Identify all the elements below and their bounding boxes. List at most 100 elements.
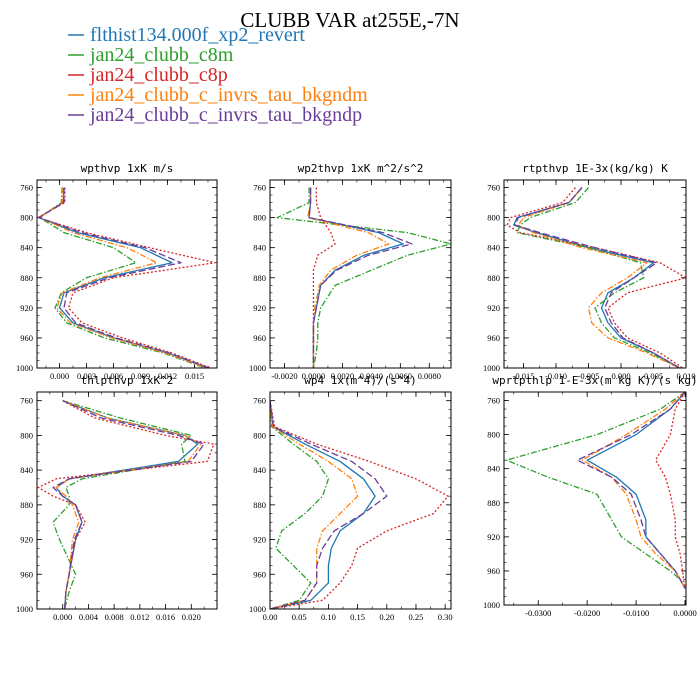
series-line-2 — [505, 392, 686, 589]
y-tick-label: 1000 — [249, 604, 266, 614]
series-line-5 — [514, 187, 680, 368]
y-tick-label: 840 — [487, 464, 500, 474]
series-line-3 — [312, 187, 336, 368]
x-tick-label: 0.30 — [438, 612, 453, 622]
chart-panel-5: wp4 1x(m^4)/(s^4)76080084088092096010000… — [249, 374, 453, 622]
x-tick-label: 0.0080 — [418, 371, 441, 381]
x-tick-label: 0.010 — [676, 371, 695, 381]
x-tick-label: 0.004 — [79, 612, 99, 622]
plot-frame — [503, 391, 687, 606]
x-tick-label: 0.012 — [130, 612, 149, 622]
y-tick-label: 920 — [253, 535, 266, 545]
y-tick-label: 840 — [487, 243, 500, 253]
series-line-3 — [37, 400, 215, 609]
series-line-4 — [517, 187, 680, 368]
series-line-5 — [38, 187, 210, 368]
y-tick-label: 840 — [20, 243, 33, 253]
y-tick-label: 880 — [20, 500, 33, 510]
y-tick-label: 880 — [487, 273, 500, 283]
series-line-1 — [586, 392, 686, 589]
plot-frame — [503, 179, 687, 369]
x-tick-label: 0.020 — [182, 612, 201, 622]
legend: flthist134.000f_xp2_revertjan24_clubb_c8… — [68, 24, 368, 126]
series-line-2 — [516, 187, 680, 368]
series-group — [270, 400, 449, 609]
y-tick-label: 800 — [253, 430, 266, 440]
x-tick-label: 0.00 — [263, 612, 278, 622]
y-tick-label: 760 — [487, 396, 500, 406]
x-tick-label: 0.015 — [185, 371, 204, 381]
figure-title: CLUBB VAR at255E,-7N — [240, 8, 459, 32]
panel-title: rtpthvp 1E-3x(kg/kg) K — [522, 162, 668, 175]
y-tick-label: 1000 — [16, 604, 33, 614]
y-tick-label: 920 — [20, 535, 33, 545]
y-tick-label: 800 — [487, 213, 500, 223]
x-tick-label: 0.005 — [644, 371, 663, 381]
plot-frame — [269, 391, 452, 610]
chart-panel-4: thlpthvp 1xK^2 760 800 840 880 920 960 1000 0.00… — [16, 374, 218, 622]
y-tick-label: 840 — [253, 465, 266, 475]
x-tick-label: 0.000 — [611, 371, 630, 381]
x-tick-label: 0.05 — [292, 612, 307, 622]
y-tick-label: 760 — [253, 396, 266, 406]
chart-panel-6: wprtpthlp 1-E-3x(m kg K)/(s kg) 760 800 840… — [483, 374, 698, 618]
x-tick-label: 0.016 — [156, 612, 175, 622]
x-tick-label: 0.10 — [321, 612, 336, 622]
x-tick-label: 0.009 — [131, 371, 150, 381]
panel-title: wprtpthlp 1-E-3x(m kg K)/(s kg) — [492, 374, 697, 387]
legend-entry: jan24_clubb_c8p — [89, 64, 228, 86]
chart-panel-1: wpthvp 1xK m/s 760 800 840 880 920 960 1000 0.00… — [16, 162, 218, 381]
series-line-4 — [39, 187, 207, 368]
series-line-3 — [655, 392, 686, 589]
y-tick-label: 960 — [487, 333, 500, 343]
x-tick-label: 0.008 — [105, 612, 124, 622]
series-line-5 — [576, 392, 686, 589]
series-group — [37, 400, 215, 609]
x-tick-label: -0.0100 — [623, 608, 649, 618]
x-tick-label: 0.0060 — [389, 371, 412, 381]
y-tick-label: 920 — [20, 303, 33, 313]
series-line-3 — [506, 187, 686, 368]
y-tick-label: 920 — [253, 303, 266, 313]
y-tick-label: 920 — [487, 532, 500, 542]
y-tick-label: 760 — [253, 183, 266, 193]
x-tick-label: 0.000 — [50, 371, 69, 381]
x-tick-label: 0.0040 — [360, 371, 383, 381]
x-tick-label: -0.010 — [545, 371, 567, 381]
y-tick-label: 840 — [253, 243, 266, 253]
series-line-4 — [307, 187, 390, 368]
legend-entry: jan24_clubb_c8m — [89, 44, 234, 66]
x-tick-label: 0.15 — [350, 612, 365, 622]
series-line-2 — [276, 187, 451, 368]
series-line-5 — [308, 187, 413, 368]
x-tick-label: 0.0000 — [673, 608, 696, 618]
series-line-2 — [52, 400, 192, 609]
panels: wpthvp 1xK m/s76080084088092096010000.00… — [16, 162, 698, 622]
y-tick-label: 760 — [487, 183, 500, 193]
y-tick-label: 800 — [20, 213, 33, 223]
plot-frame — [36, 179, 218, 369]
y-tick-label: 960 — [20, 333, 33, 343]
y-tick-label: 760 — [20, 183, 33, 193]
series-line-2 — [39, 187, 206, 368]
y-tick-label: 960 — [253, 569, 266, 579]
y-tick-label: 880 — [487, 498, 500, 508]
series-group — [506, 187, 686, 368]
y-tick-label: 880 — [253, 273, 266, 283]
x-tick-label: -0.005 — [578, 371, 600, 381]
x-tick-label: -0.0300 — [525, 608, 551, 618]
legend-entry: jan24_clubb_c_invrs_tau_bkgndp — [89, 104, 362, 126]
x-tick-label: -0.0200 — [574, 608, 600, 618]
plot-frame — [269, 179, 452, 369]
y-tick-label: 960 — [487, 566, 500, 576]
y-tick-label: 1000 — [483, 363, 500, 373]
x-tick-label: 0.25 — [409, 612, 424, 622]
y-tick-label: 1000 — [483, 600, 500, 610]
series-group — [505, 392, 686, 589]
series-line-3 — [37, 187, 216, 368]
y-tick-label: 920 — [487, 303, 500, 313]
y-tick-label: 1000 — [16, 363, 33, 373]
panel-title: wp4 1x(m^4)/(s^4) — [304, 374, 417, 387]
series-line-1 — [270, 400, 376, 609]
panel-title: wp2thvp 1xK m^2/s^2 — [298, 162, 424, 175]
